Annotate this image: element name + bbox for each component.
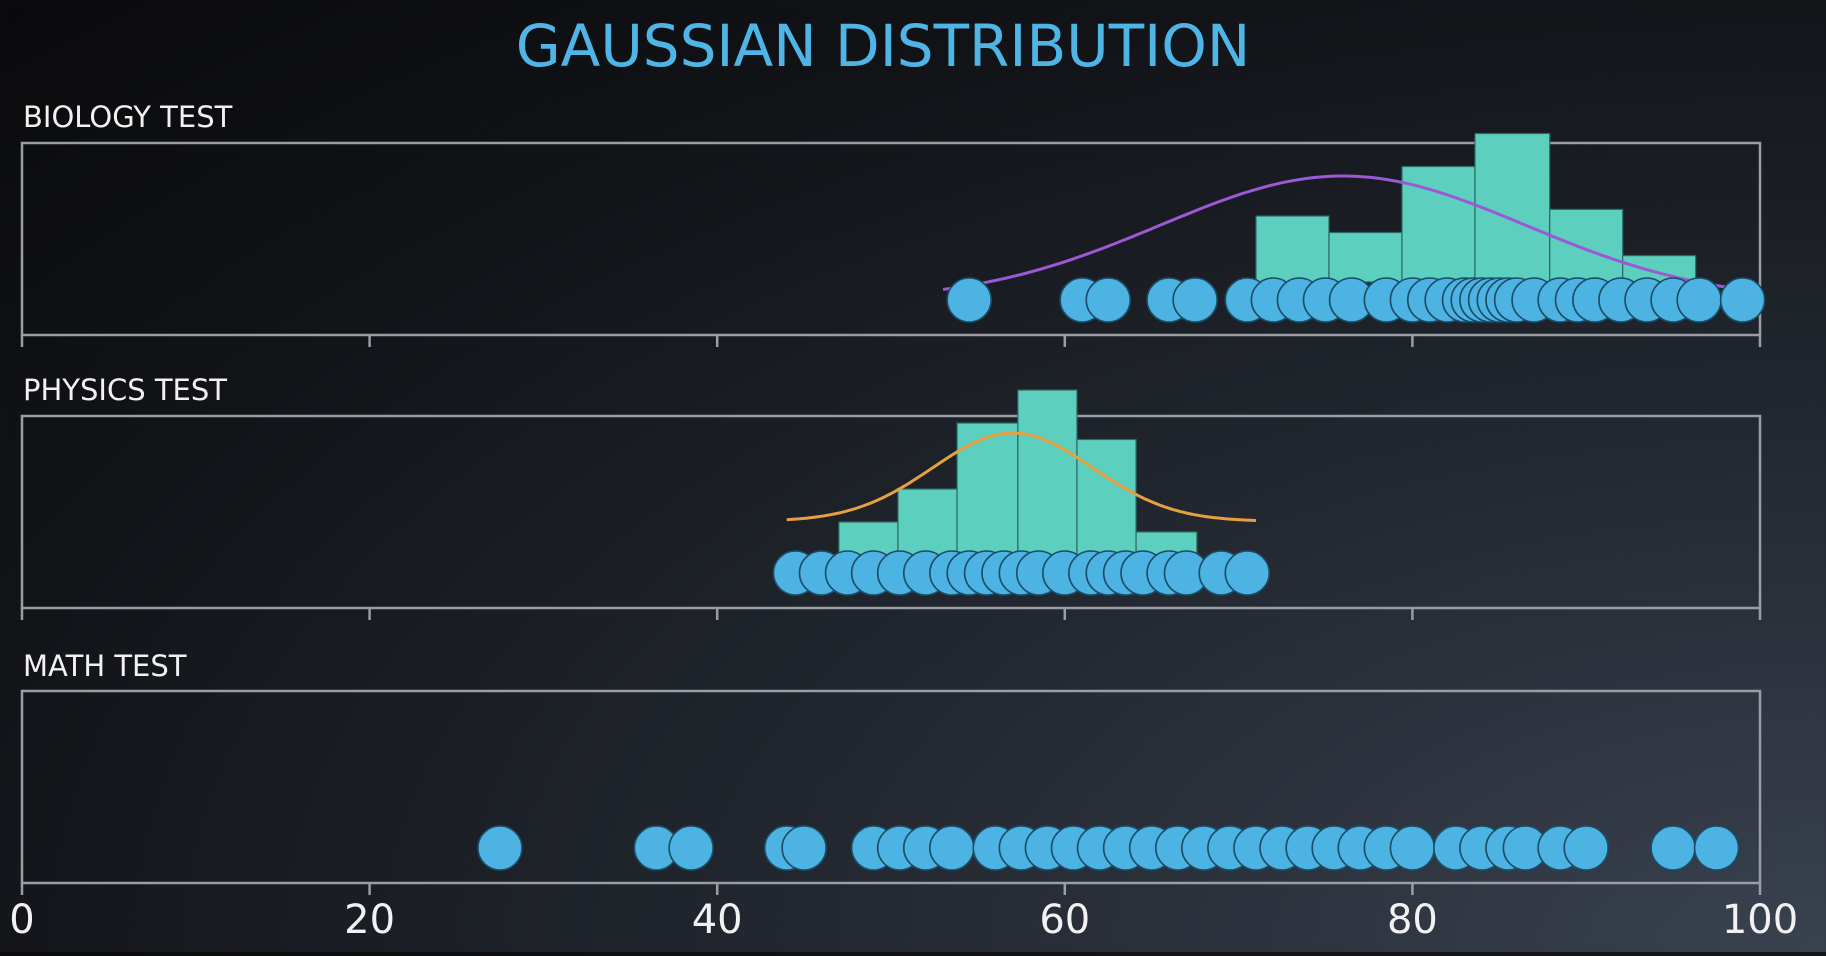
- data-point: [1172, 277, 1218, 323]
- data-point: [1389, 825, 1436, 871]
- gaussian-curve: [942, 174, 1762, 294]
- histogram-bar: [1401, 165, 1476, 283]
- gaussian-curve: [786, 431, 1257, 522]
- panel-frame: [20, 689, 1762, 885]
- data-point: [668, 825, 714, 871]
- histogram-bar: [1474, 132, 1551, 283]
- data-point: [1650, 825, 1696, 871]
- x-tick-label: 40: [692, 897, 743, 943]
- data-point: [1563, 825, 1609, 871]
- panel-frame: [20, 141, 1762, 337]
- histogram-bar: [956, 422, 1019, 556]
- data-point: [1224, 550, 1271, 596]
- panel-label: BIOLOGY TEST: [23, 100, 233, 134]
- histogram-bar: [1255, 215, 1330, 283]
- panel-label: MATH TEST: [23, 649, 187, 683]
- histogram-bar: [897, 488, 958, 556]
- data-point: [1085, 277, 1132, 323]
- histogram-bar: [1328, 231, 1403, 283]
- data-point: [929, 825, 975, 871]
- histogram-bar: [1549, 208, 1624, 283]
- data-point: [1676, 277, 1722, 323]
- x-tick-label: 80: [1387, 897, 1438, 943]
- x-tick-label: 0: [9, 897, 34, 943]
- x-tick-label: 60: [1039, 897, 1090, 943]
- data-point: [1719, 277, 1766, 323]
- x-tick-label: 100: [1722, 897, 1798, 943]
- chart-title: GAUSSIAN DISTRIBUTION: [516, 12, 1251, 80]
- data-point: [781, 825, 827, 871]
- x-tick-label: 20: [344, 897, 395, 943]
- data-point: [946, 277, 993, 323]
- panel-frame: [20, 414, 1762, 610]
- histogram-bar: [838, 521, 899, 556]
- data-point: [477, 825, 523, 871]
- data-point: [1693, 825, 1740, 871]
- histogram-bar: [1017, 389, 1078, 556]
- panel-label: PHYSICS TEST: [23, 373, 227, 407]
- histogram-bar: [1076, 438, 1137, 556]
